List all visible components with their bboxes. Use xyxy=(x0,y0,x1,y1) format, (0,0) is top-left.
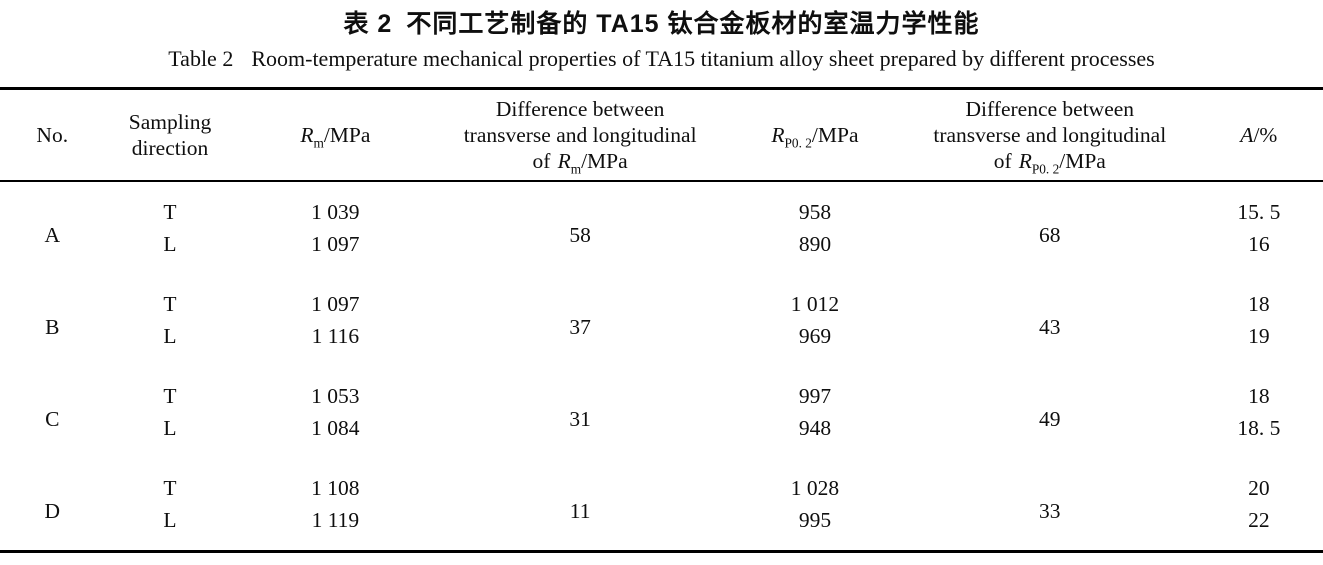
cell-elongation: 20 xyxy=(1248,476,1270,500)
header-line: transverse and longitudinal xyxy=(933,123,1167,147)
cell-elongation: 18 xyxy=(1248,292,1270,316)
table-number-cn: 表 2 xyxy=(343,10,393,38)
cell-rm: 1 097 xyxy=(311,292,360,316)
cell-diff-rm: 31 xyxy=(569,407,591,431)
cell-diff-rp02: 43 xyxy=(1039,315,1061,339)
cell-rp02: 997 xyxy=(798,384,832,408)
col-header-elongation: A/% xyxy=(1195,89,1323,182)
cell-no: C xyxy=(45,407,60,431)
cell-rm: 1 119 xyxy=(311,508,360,532)
cell-no: D xyxy=(44,499,61,523)
cell-direction: T xyxy=(163,200,177,224)
cell-direction: L xyxy=(163,324,177,348)
table-title-chinese: 表 2 不同工艺制备的 TA15 钛合金板材的室温力学性能 xyxy=(0,8,1323,40)
cell-rp02: 890 xyxy=(798,232,832,256)
rp02-subscript: P0. 2 xyxy=(784,135,812,151)
rp02-symbol: R xyxy=(771,123,785,147)
cell-diff-rp02: 49 xyxy=(1039,407,1061,431)
cell-rp02: 969 xyxy=(798,324,832,348)
header-line: Difference between xyxy=(495,97,665,121)
cell-diff-rm: 11 xyxy=(569,499,591,523)
header-line: Difference between xyxy=(965,97,1135,121)
rm-unit: /MPa xyxy=(581,149,628,173)
col-header-rm: Rm/MPa xyxy=(235,89,435,182)
cell-rm: 1 039 xyxy=(311,200,360,224)
elongation-symbol: A xyxy=(1240,123,1254,147)
cell-rm: 1 084 xyxy=(311,416,360,440)
col-header-no: No. xyxy=(36,123,69,147)
cell-no: A xyxy=(44,223,61,247)
cell-rp02: 948 xyxy=(798,416,832,440)
cell-direction: T xyxy=(163,476,177,500)
rp02-subscript: P0. 2 xyxy=(1031,161,1060,177)
header-line: transverse and longitudinal xyxy=(463,123,697,147)
table-title-cn-text: 不同工艺制备的 TA15 钛合金板材的室温力学性能 xyxy=(406,10,980,38)
rp02-symbol: R xyxy=(1018,149,1032,173)
header-line: of Rm/MPa xyxy=(435,148,725,177)
mechanical-properties-table: No. Sampling direction Rm/MPa Difference… xyxy=(0,87,1323,553)
col-header-rp02: RP0. 2/MPa xyxy=(725,89,905,182)
cell-diff-rm: 58 xyxy=(569,223,591,247)
col-header-diff-rm: Difference between transverse and longit… xyxy=(435,89,725,182)
cell-rm: 1 116 xyxy=(311,324,360,348)
table-title-english: Table 2 Room-temperature mechanical prope… xyxy=(0,44,1323,74)
cell-rp02: 1 028 xyxy=(790,476,840,500)
cell-direction: L xyxy=(163,416,177,440)
table-row: A T 1 039 58 958 68 15. 5 xyxy=(0,181,1323,247)
rp02-unit: /MPa xyxy=(811,123,859,147)
table-row: L 1 097 890 16 xyxy=(0,228,1323,274)
cell-elongation: 18 xyxy=(1248,384,1270,408)
table-row: C T 1 053 31 997 49 18 xyxy=(0,366,1323,431)
cell-elongation: 16 xyxy=(1248,232,1270,256)
table-row: L 1 116 969 19 xyxy=(0,320,1323,366)
rm-unit: /MPa xyxy=(323,123,371,147)
cell-direction: L xyxy=(163,232,177,256)
header-line: Sampling xyxy=(128,110,212,134)
cell-no: B xyxy=(45,315,60,339)
of-label: of xyxy=(993,149,1012,173)
elongation-unit: /% xyxy=(1253,123,1278,147)
table-row: L 1 119 995 22 xyxy=(0,504,1323,552)
cell-diff-rp02: 68 xyxy=(1039,223,1061,247)
rm-subscript: m xyxy=(570,161,582,177)
header-line: direction xyxy=(131,136,209,160)
cell-direction: T xyxy=(163,292,177,316)
rm-symbol: R xyxy=(557,149,571,173)
table-row: D T 1 108 11 1 028 33 20 xyxy=(0,458,1323,523)
header-line: of RP0. 2/MPa xyxy=(905,148,1195,177)
table-number-en: Table 2 xyxy=(168,46,234,71)
cell-elongation: 19 xyxy=(1248,324,1270,348)
cell-rp02: 958 xyxy=(798,200,832,224)
cell-diff-rm: 37 xyxy=(569,315,591,339)
table-row: B T 1 097 37 1 012 43 18 xyxy=(0,274,1323,339)
cell-direction: T xyxy=(163,384,177,408)
col-header-diff-rp02: Difference between transverse and longit… xyxy=(905,89,1195,182)
of-label: of xyxy=(532,149,551,173)
rm-subscript: m xyxy=(313,135,324,151)
rm-symbol: R xyxy=(300,123,314,147)
cell-rp02: 1 012 xyxy=(790,292,840,316)
rp02-unit: /MPa xyxy=(1059,149,1106,173)
table-title-en-text: Room-temperature mechanical properties o… xyxy=(251,46,1155,71)
cell-rp02: 995 xyxy=(798,508,832,532)
table-header-row: No. Sampling direction Rm/MPa Difference… xyxy=(0,89,1323,182)
cell-direction: L xyxy=(163,508,177,532)
cell-diff-rp02: 33 xyxy=(1039,499,1061,523)
cell-rm: 1 108 xyxy=(311,476,360,500)
col-header-sampling-direction: Sampling direction xyxy=(105,89,236,182)
cell-elongation: 18. 5 xyxy=(1237,416,1281,440)
table-row: L 1 084 948 18. 5 xyxy=(0,412,1323,458)
cell-rm: 1 053 xyxy=(311,384,360,408)
cell-elongation: 15. 5 xyxy=(1237,200,1281,224)
cell-elongation: 22 xyxy=(1248,508,1270,532)
cell-rm: 1 097 xyxy=(311,232,360,256)
